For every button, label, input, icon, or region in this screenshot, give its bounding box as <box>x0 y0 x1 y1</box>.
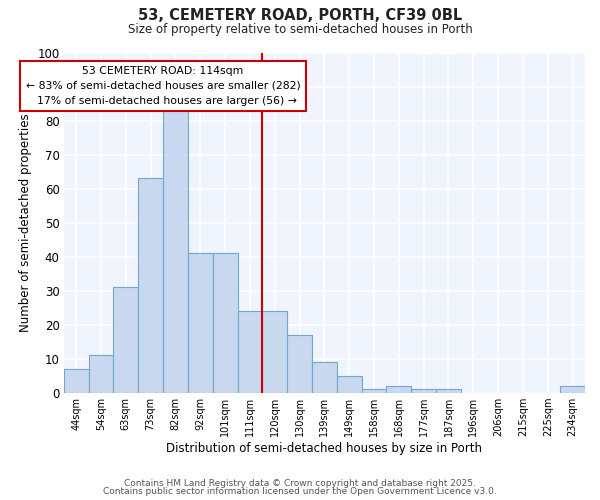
Text: 53 CEMETERY ROAD: 114sqm
← 83% of semi-detached houses are smaller (282)
  17% o: 53 CEMETERY ROAD: 114sqm ← 83% of semi-d… <box>26 66 301 106</box>
Bar <box>163 110 188 393</box>
Bar <box>287 335 312 393</box>
Bar <box>64 369 89 393</box>
Bar <box>89 356 113 393</box>
Bar <box>560 386 585 393</box>
Bar <box>386 386 411 393</box>
Bar <box>362 390 386 393</box>
Bar <box>262 311 287 393</box>
Bar <box>138 178 163 393</box>
Text: Contains public sector information licensed under the Open Government Licence v3: Contains public sector information licen… <box>103 487 497 496</box>
Bar <box>411 390 436 393</box>
Bar <box>188 254 213 393</box>
Text: Contains HM Land Registry data © Crown copyright and database right 2025.: Contains HM Land Registry data © Crown c… <box>124 478 476 488</box>
Bar <box>436 390 461 393</box>
Text: 53, CEMETERY ROAD, PORTH, CF39 0BL: 53, CEMETERY ROAD, PORTH, CF39 0BL <box>138 8 462 22</box>
Text: Size of property relative to semi-detached houses in Porth: Size of property relative to semi-detach… <box>128 22 472 36</box>
X-axis label: Distribution of semi-detached houses by size in Porth: Distribution of semi-detached houses by … <box>166 442 482 455</box>
Bar <box>238 311 262 393</box>
Bar <box>213 254 238 393</box>
Bar <box>337 376 362 393</box>
Bar <box>312 362 337 393</box>
Y-axis label: Number of semi-detached properties: Number of semi-detached properties <box>19 114 32 332</box>
Bar <box>113 288 138 393</box>
